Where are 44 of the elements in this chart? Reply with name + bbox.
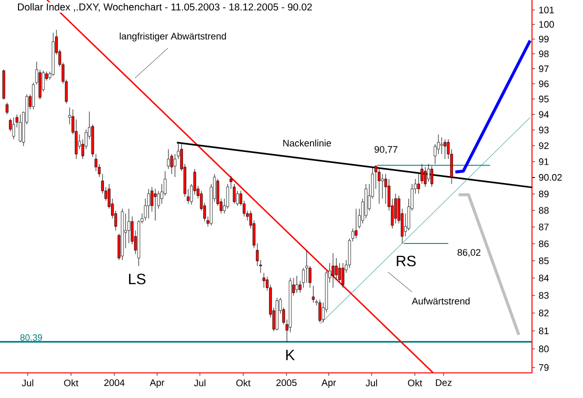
y-tick-label: 92 bbox=[538, 142, 549, 150]
y-tick-label: 100 bbox=[539, 21, 554, 28]
y-tick-label: 99 bbox=[538, 36, 549, 42]
annotation: Aufwärtstrend bbox=[412, 298, 470, 304]
y-tick-label: 80 bbox=[538, 346, 549, 352]
ref-line-label: 80.39 bbox=[20, 334, 42, 341]
y-tick-label: 95 bbox=[538, 96, 549, 102]
annotation: langfristiger Abwärtstrend bbox=[120, 32, 226, 42]
y-tick-label: 83 bbox=[538, 292, 549, 299]
y-tick-label: 94 bbox=[538, 111, 549, 118]
x-tick-label: Jul bbox=[194, 379, 206, 386]
annotation: LS bbox=[129, 274, 146, 284]
x-tick-label: Apr bbox=[321, 379, 336, 388]
y-tick-label: 101 bbox=[539, 6, 554, 14]
y-tick-label: 88 bbox=[538, 207, 549, 214]
x-tick-label: Okt bbox=[236, 379, 250, 386]
annotation: 90,77 bbox=[374, 146, 398, 154]
y-tick-label: 87 bbox=[538, 224, 549, 230]
x-tick-label: Jul bbox=[22, 379, 34, 386]
x-tick-label: Apr bbox=[150, 379, 164, 388]
y-tick-label: 85 bbox=[538, 257, 549, 264]
y-tick-label: 93 bbox=[538, 126, 549, 134]
y-tick-label: 86 bbox=[538, 240, 549, 248]
chart-title: Dollar Index ,.DXY, Wochenchart - 11.05.2003 - 18.12.2005 - 90.02 bbox=[18, 3, 312, 12]
y-tick-label: 81 bbox=[538, 328, 549, 334]
x-tick-label: Okt bbox=[408, 379, 422, 386]
y-tick-label: 97 bbox=[538, 65, 549, 72]
y-tick-label: 96 bbox=[538, 80, 549, 88]
y-tick-label: 82 bbox=[538, 310, 549, 316]
x-tick-label: 2004 bbox=[104, 379, 125, 386]
annotation: Nackenlinie bbox=[283, 140, 332, 146]
x-tick-label: Jul bbox=[366, 379, 378, 386]
annotation: K bbox=[286, 350, 295, 360]
y-tick-label: 84 bbox=[538, 274, 549, 282]
x-tick-label: 2005 bbox=[276, 379, 297, 386]
y-tick-label: 79 bbox=[539, 364, 549, 371]
y-tick-label: 89 bbox=[538, 190, 549, 198]
x-tick-label: Okt bbox=[64, 379, 78, 386]
x-tick-label: Dez bbox=[436, 379, 452, 386]
y-tick-label: 91 bbox=[538, 158, 549, 165]
y-tick-label: 98 bbox=[538, 50, 549, 58]
annotation: RS bbox=[396, 256, 416, 266]
annotation: 86,02 bbox=[458, 249, 480, 257]
y-tick-label: 90.02 bbox=[538, 174, 562, 181]
